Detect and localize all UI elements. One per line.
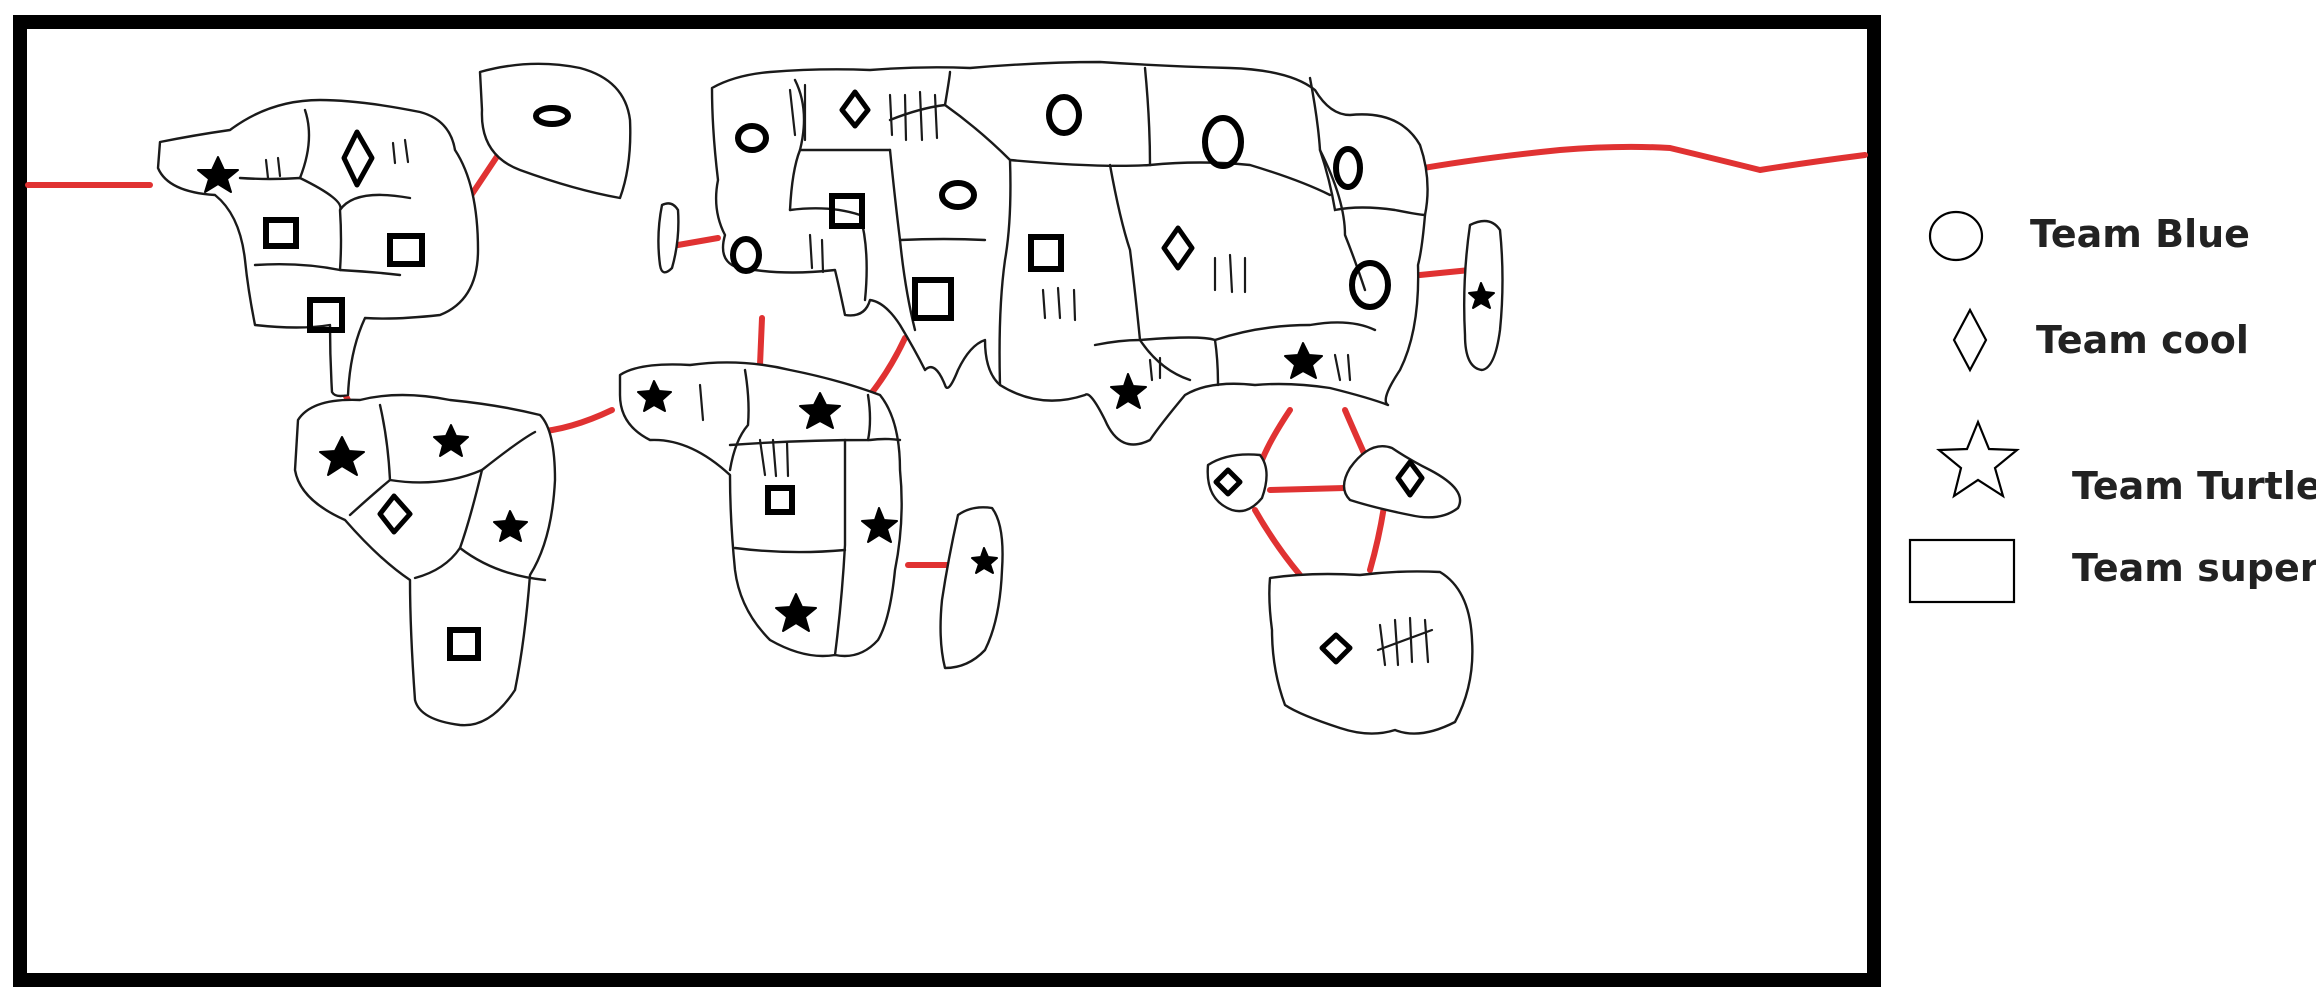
- tally-af-a: [698, 383, 705, 422]
- turtle-star-icon[interactable]: [1468, 282, 1495, 309]
- cool-diamond-icon[interactable]: [377, 493, 413, 535]
- cool-diamond-icon[interactable]: [341, 129, 375, 188]
- border-na-2: [238, 176, 412, 211]
- legend-star-icon: [1936, 419, 2020, 499]
- route-oc-1: [1267, 485, 1348, 493]
- continent-australia: [1268, 570, 1474, 735]
- turtle-star-icon[interactable]: [971, 547, 998, 574]
- tally-as-e: [1213, 253, 1247, 294]
- turtle-star-icon[interactable]: [319, 436, 365, 476]
- legend: [1908, 210, 2020, 604]
- continent-madagascar: [939, 506, 1004, 670]
- continent-north-america: [156, 98, 480, 398]
- turtle-star-icon[interactable]: [1110, 373, 1147, 409]
- blue-circle-icon[interactable]: [533, 105, 571, 127]
- super-square-icon[interactable]: [829, 193, 865, 229]
- tally-oc-c: [1376, 616, 1434, 667]
- cool-diamond-icon[interactable]: [1213, 467, 1243, 497]
- tally-eu-a: [788, 83, 807, 142]
- player-pieces: [197, 89, 1495, 665]
- tally-as-d: [1041, 286, 1077, 322]
- border-af-4: [733, 546, 847, 554]
- continent-greenland: [478, 62, 632, 200]
- turtle-star-icon[interactable]: [861, 507, 898, 543]
- continent-africa: [618, 361, 903, 658]
- border-as-3: [1308, 76, 1427, 217]
- route-iceland-eu: [675, 235, 721, 248]
- border-as-2: [1148, 161, 1332, 197]
- legend-label-team-cool: Team cool: [2036, 318, 2249, 362]
- route-oc-2: [1252, 507, 1303, 578]
- blue-circle-icon[interactable]: [1333, 146, 1363, 190]
- blue-circle-icon[interactable]: [1202, 115, 1244, 169]
- legend-label-team-super: Team super: [2072, 546, 2316, 590]
- tally-eu-e: [808, 233, 825, 274]
- border-af-1: [728, 368, 750, 472]
- turtle-star-icon[interactable]: [799, 392, 841, 429]
- blue-circle-icon[interactable]: [1349, 260, 1391, 310]
- legend-diamond-icon: [1952, 307, 1988, 373]
- route-eu-af-2: [867, 335, 908, 398]
- tally-nw-b: [391, 138, 410, 165]
- continent-south-america: [293, 393, 557, 727]
- route-as-japan: [1417, 267, 1473, 278]
- tally-af-b: [758, 438, 790, 478]
- tally-nw-a: [264, 156, 282, 180]
- cool-diamond-icon[interactable]: [1395, 459, 1425, 498]
- border-na-4: [338, 208, 343, 272]
- blue-circle-icon[interactable]: [939, 180, 977, 210]
- super-square-icon[interactable]: [1028, 234, 1064, 272]
- cool-diamond-icon[interactable]: [839, 89, 871, 129]
- super-square-icon[interactable]: [387, 233, 425, 267]
- border-eu-6: [943, 103, 1012, 387]
- super-square-icon[interactable]: [263, 217, 299, 249]
- super-square-icon[interactable]: [447, 627, 481, 661]
- border-sa-4: [458, 546, 547, 582]
- tally-as-h: [1333, 353, 1352, 382]
- board-frame: [13, 15, 1881, 987]
- border-af-3: [833, 438, 847, 657]
- continent-iceland: [657, 202, 680, 274]
- legend-label-team-turtle: Team Turtle: [2072, 464, 2316, 508]
- super-square-icon[interactable]: [307, 297, 345, 333]
- tally-marks: [264, 83, 1434, 667]
- route-eu-af: [757, 315, 765, 368]
- route-east-wrap: [1409, 143, 1868, 173]
- border-af-5: [866, 393, 872, 442]
- legend-square-icon: [1908, 538, 2016, 604]
- turtle-star-icon[interactable]: [637, 380, 672, 412]
- blue-circle-icon[interactable]: [735, 123, 769, 153]
- border-af-2: [728, 437, 902, 447]
- border-na-1: [298, 108, 311, 180]
- border-eu-7: [898, 238, 917, 332]
- turtle-star-icon[interactable]: [775, 593, 817, 632]
- blue-circle-icon[interactable]: [730, 236, 762, 274]
- tally-eu-b: [888, 90, 939, 142]
- cool-diamond-icon[interactable]: [1161, 225, 1195, 271]
- legend-circle-icon: [1928, 210, 1984, 262]
- tally-as-g: [1148, 356, 1162, 382]
- territories: [156, 60, 1504, 735]
- turtle-star-icon[interactable]: [1284, 342, 1323, 379]
- route-as-oc-1: [1259, 407, 1293, 463]
- turtle-star-icon[interactable]: [493, 510, 528, 542]
- border-as-5: [1093, 336, 1220, 387]
- blue-circle-icon[interactable]: [1046, 94, 1082, 136]
- turtle-star-icon[interactable]: [433, 424, 469, 457]
- turtle-star-icon[interactable]: [197, 156, 239, 193]
- cool-diamond-icon[interactable]: [1319, 632, 1353, 665]
- super-square-icon[interactable]: [765, 485, 795, 515]
- border-as-6: [1213, 321, 1377, 342]
- legend-label-team-blue: Team Blue: [2030, 212, 2250, 256]
- route-oc-3: [1367, 497, 1388, 573]
- super-square-icon[interactable]: [912, 277, 954, 321]
